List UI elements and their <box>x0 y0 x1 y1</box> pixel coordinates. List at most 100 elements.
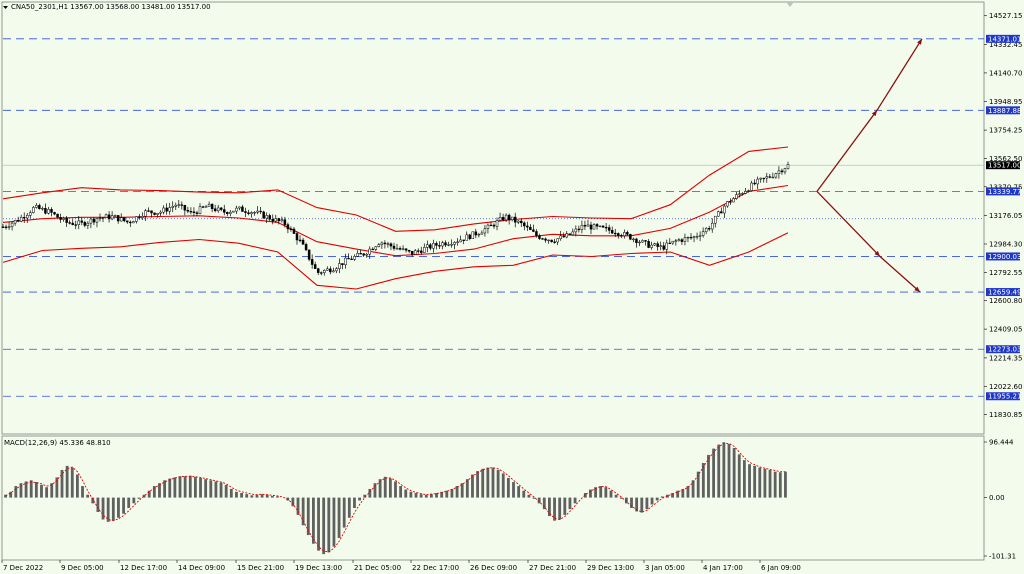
candle-body <box>265 215 268 219</box>
candle-body <box>104 214 108 218</box>
candle-body <box>671 240 675 244</box>
candle-body <box>571 231 575 236</box>
level-price-label: 13339.77 <box>988 188 1021 196</box>
candle-body <box>786 164 790 169</box>
bollinger-middle-band <box>2 184 789 257</box>
candle-body <box>523 222 526 227</box>
candle-body <box>553 241 556 243</box>
bollinger-bands <box>2 146 789 290</box>
candle-body <box>777 170 781 174</box>
candle-body <box>165 207 168 212</box>
price-tick-label: 13948.95 <box>989 98 1022 106</box>
candle-body <box>550 239 553 243</box>
candle-body <box>686 236 690 239</box>
candle-body <box>353 256 356 260</box>
level-price-tag <box>986 288 1020 297</box>
macd-tick-label: 96.444 <box>989 439 1014 447</box>
bearish-projection-segment <box>879 255 921 293</box>
candle-body <box>323 270 326 273</box>
candle-body <box>250 212 253 215</box>
candle-body <box>659 245 662 247</box>
candle-body <box>765 176 769 179</box>
candle-body <box>450 244 453 246</box>
candle-body <box>216 207 220 212</box>
candle-body <box>580 224 584 230</box>
level-price-tag <box>986 34 1020 43</box>
candle-body <box>726 201 729 207</box>
main-panel-border <box>1 1 985 435</box>
candle-body <box>707 228 711 230</box>
candle-body <box>295 233 299 241</box>
candle-body <box>135 216 138 222</box>
candle-body <box>1 226 5 228</box>
candle-body <box>244 211 247 213</box>
time-tick-label: 12 Dec 17:00 <box>120 564 167 572</box>
candle-body <box>501 217 505 221</box>
candle-body <box>53 212 56 215</box>
candle-body <box>774 173 778 178</box>
candle-body <box>698 235 702 237</box>
candle-body <box>368 248 371 255</box>
candle-body <box>180 204 184 206</box>
candle-body <box>592 224 596 230</box>
price-tick-label: 13370.75 <box>989 183 1022 191</box>
candle-body <box>10 222 14 227</box>
candle-body <box>298 239 302 242</box>
candle-body <box>695 236 699 238</box>
candle-body <box>271 219 274 222</box>
candle-body <box>132 221 135 224</box>
candle-body <box>56 213 59 218</box>
bullish-projection-arrowhead-icon <box>917 38 922 45</box>
collapse-triangle-icon[interactable] <box>3 6 8 9</box>
candle-body <box>268 215 271 220</box>
candle-body <box>420 250 423 253</box>
time-tick-label: 29 Dec 13:00 <box>587 564 634 572</box>
price-tick-label: 13562.50 <box>989 155 1022 163</box>
candle-body <box>780 170 784 173</box>
bearish-projection-arrowhead-icon <box>914 286 920 293</box>
candle-body <box>404 248 408 251</box>
candle-body <box>438 245 441 247</box>
candle-body <box>717 211 720 217</box>
candle-body <box>680 239 684 242</box>
candle-body <box>47 209 50 214</box>
candle-body <box>747 190 750 192</box>
candle-body <box>520 220 523 224</box>
candle-body <box>762 177 766 180</box>
macd-tick-label: -101.31 <box>989 553 1016 561</box>
level-price-label: 12659.49 <box>988 289 1021 297</box>
candle-body <box>471 231 475 239</box>
candle-body <box>177 204 181 206</box>
candle-body <box>459 239 462 243</box>
candle-body <box>495 220 499 227</box>
candle-body <box>141 215 144 218</box>
candle-body <box>153 212 156 215</box>
time-tick-label: 27 Dec 21:00 <box>529 564 576 572</box>
candle-body <box>756 178 759 185</box>
candle-body <box>583 224 587 227</box>
candle-body <box>562 235 565 238</box>
bearish-projection-segment <box>816 190 881 257</box>
candle-body <box>253 212 256 214</box>
candle-body <box>644 240 647 242</box>
bullish-projection-segment <box>816 109 878 192</box>
candle-body <box>126 220 129 223</box>
candle-body <box>292 228 296 234</box>
candle-body <box>668 242 672 245</box>
candle-body <box>150 210 153 214</box>
shift-marker-icon[interactable] <box>786 2 794 7</box>
candle-body <box>629 234 632 240</box>
level-price-label: 14371.01 <box>988 35 1021 43</box>
candle-body <box>723 205 726 214</box>
candle-body <box>16 219 20 222</box>
time-tick-label: 21 Dec 05:00 <box>354 564 401 572</box>
time-tick-label: 26 Dec 09:00 <box>470 564 517 572</box>
candle-body <box>359 253 362 255</box>
bollinger-lower-band <box>2 232 789 290</box>
candle-body <box>632 238 635 241</box>
candle-body <box>89 218 93 224</box>
candle-body <box>95 218 99 223</box>
candle-body <box>610 230 614 234</box>
candle-body <box>35 205 38 208</box>
